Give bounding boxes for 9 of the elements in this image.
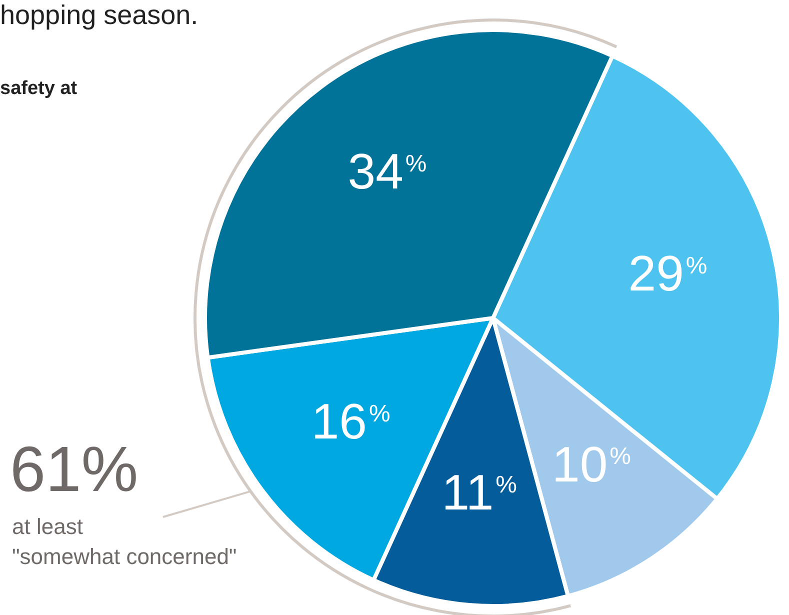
data-label: 10%: [552, 436, 631, 492]
text: safety at: [0, 78, 78, 100]
data-label: 34%: [348, 144, 427, 200]
text: 61%: [10, 432, 138, 506]
data-label: 16%: [311, 393, 390, 450]
data-label: 29%: [628, 246, 708, 302]
text: at least "somewhat concerned": [12, 513, 237, 571]
chart-title: hopping season.: [0, 0, 198, 31]
data-label: 11%: [442, 464, 517, 521]
